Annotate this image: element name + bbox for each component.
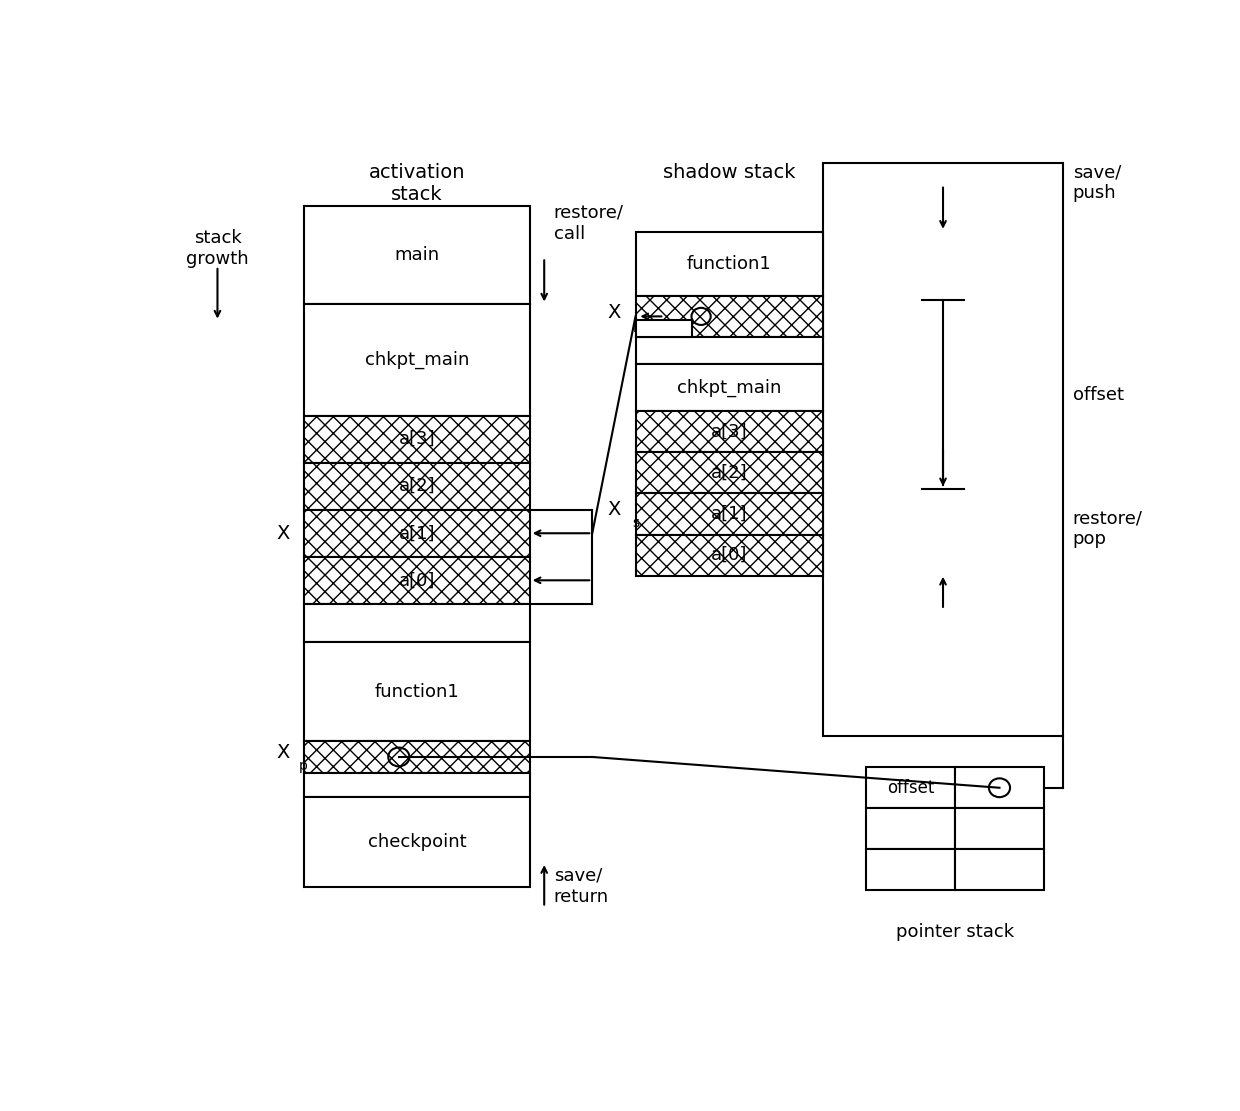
Text: a[0]: a[0] [711,547,748,564]
Bar [304,798,529,887]
Text: ps: ps [632,318,649,332]
Bar [955,849,1044,890]
Text: main: main [394,247,439,264]
Bar [635,232,823,296]
Text: activation
stack: activation stack [368,163,465,204]
Text: X: X [277,523,290,543]
Text: save/
return: save/ return [554,867,609,905]
Bar [635,337,823,364]
Text: chkpt_main: chkpt_main [365,351,469,369]
Bar [635,452,823,493]
Text: restore/
call: restore/ call [554,203,624,242]
Text: a[1]: a[1] [711,506,748,523]
Text: X: X [277,743,290,762]
Text: a[1]: a[1] [398,524,435,542]
Text: a[2]: a[2] [398,478,435,496]
Bar [304,557,529,604]
Bar [304,604,529,642]
Text: checkpoint: checkpoint [367,833,466,851]
Bar [304,741,529,773]
Bar [304,206,529,304]
Text: a[2]: a[2] [711,464,748,482]
Bar [866,849,955,890]
Text: offset: offset [887,779,934,797]
Text: a[3]: a[3] [398,430,435,448]
Text: a[0]: a[0] [399,571,435,589]
Bar [955,768,1044,809]
Text: save/
push: save/ push [1073,163,1121,202]
Bar [823,163,1063,737]
Bar [304,642,529,741]
Text: X: X [608,302,621,321]
Text: offset: offset [1073,386,1123,403]
Text: s: s [632,516,640,530]
Text: restore/
pop: restore/ pop [1073,509,1143,548]
Bar [635,320,692,337]
Bar [955,809,1044,849]
Bar [635,296,823,337]
Bar [304,773,529,798]
Text: chkpt_main: chkpt_main [677,379,781,397]
Bar [866,768,955,809]
Text: pointer stack: pointer stack [897,923,1014,941]
Text: function1: function1 [374,682,459,701]
Text: stack
growth: stack growth [186,229,249,268]
Text: a[3]: a[3] [711,423,748,441]
Bar [635,364,823,411]
Bar [635,534,823,575]
Bar [304,416,529,462]
Text: p: p [299,759,308,772]
Bar [635,411,823,452]
Text: shadow stack: shadow stack [663,163,795,182]
Bar [304,304,529,416]
Text: function1: function1 [687,254,771,273]
Text: X: X [608,500,621,519]
Bar [866,809,955,849]
Bar [304,462,529,510]
Bar [304,510,529,557]
Bar [635,493,823,534]
